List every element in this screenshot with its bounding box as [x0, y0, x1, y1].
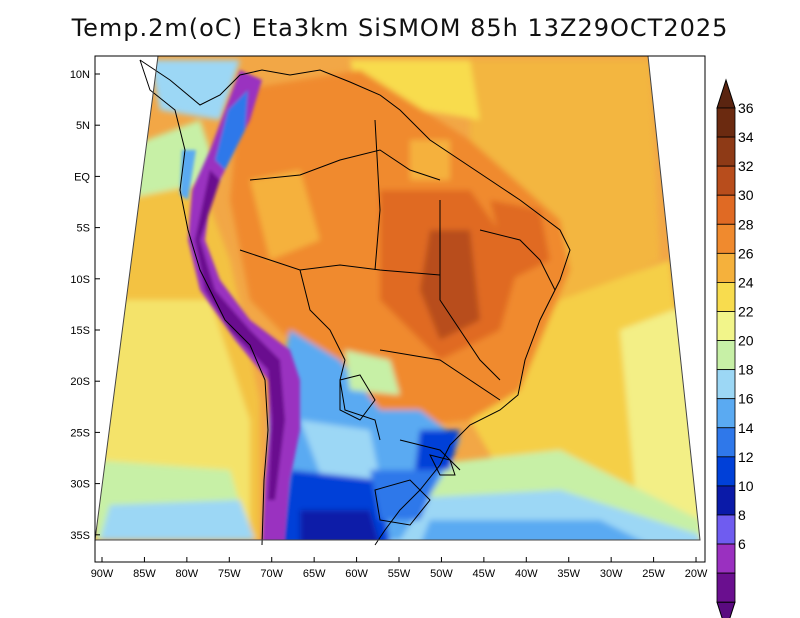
lon-tick-label: 55W — [388, 568, 411, 580]
colorbar-segment — [716, 136, 736, 167]
field-guiana — [410, 140, 450, 180]
lon-tick-label: 75W — [218, 568, 241, 580]
colorbar-segment — [716, 572, 736, 603]
colorbar-label: 16 — [738, 391, 754, 407]
colorbar-low-cap — [716, 601, 736, 618]
colorbar-label: 30 — [738, 187, 754, 203]
latitude-axis: 10N 5N EQ 5S 10S 15S 20S 25S 30S 35S — [70, 69, 100, 542]
border-state-northeast — [479, 229, 556, 291]
colorbar-segment — [716, 369, 736, 400]
colorbar-label: 8 — [738, 507, 746, 523]
border-paraguay-east — [339, 374, 376, 421]
lat-tick-label: 10S — [70, 274, 90, 286]
colorbar-segment — [716, 485, 736, 516]
colorbar-label: 6 — [738, 536, 746, 552]
coastlines-borders — [139, 59, 571, 546]
border-state-southeast — [379, 349, 501, 401]
colorbar-label: 28 — [738, 216, 754, 232]
colorbar-segment — [716, 252, 736, 283]
colorbar-segment — [716, 398, 736, 429]
lon-tick-label: 50W — [430, 568, 453, 580]
lon-tick-label: 40W — [515, 568, 538, 580]
colorbar-segment — [716, 311, 736, 341]
colorbar-segment — [716, 427, 736, 458]
lat-tick-label: 30S — [70, 479, 90, 491]
colorbar-label: 18 — [738, 362, 754, 378]
field-land-hottest — [420, 230, 480, 340]
field-atlantic-north — [470, 60, 660, 310]
colorbar-segment — [716, 194, 736, 225]
colorbar-segment — [716, 165, 736, 196]
lon-tick-label: 85W — [133, 568, 156, 580]
lat-tick-label: 5N — [76, 120, 90, 132]
border-bolivia — [299, 269, 346, 361]
lon-tick-label: 20W — [685, 568, 708, 580]
colorbar-segment — [716, 543, 736, 574]
field-pantanal — [345, 350, 400, 395]
colorbar: 6 8 10 12 14 16 18 20 22 24 26 28 30 32 34 36 — [716, 78, 754, 618]
lon-tick-label: 45W — [473, 568, 496, 580]
field-caribbean-warm — [350, 60, 480, 120]
lon-tick-label: 80W — [176, 568, 199, 580]
lat-tick-label: 25S — [70, 427, 90, 439]
colorbar-segment — [716, 107, 736, 138]
border-state-amazonas — [374, 119, 381, 271]
border-amazon-south — [239, 249, 441, 276]
border-amazon-north — [249, 149, 441, 181]
colorbar-segment — [716, 223, 736, 254]
map-title: Temp.2m(oC) Eta3km SiSMOM 85h 13Z29OCT20… — [71, 14, 729, 42]
colorbar-segment — [716, 282, 736, 312]
border-rs — [429, 454, 456, 476]
lon-tick-label: 25W — [642, 568, 665, 580]
colorbar-label: 14 — [738, 420, 754, 436]
lat-tick-label: 35S — [70, 530, 90, 542]
colorbar-segment — [716, 514, 736, 545]
temperature-field — [95, 56, 700, 540]
border-paraguay — [339, 359, 381, 441]
colorbar-high-cap — [716, 78, 736, 109]
lat-tick-label: EQ — [74, 171, 90, 183]
field-cool-band-3 — [420, 520, 650, 540]
colorbar-label: 26 — [738, 245, 754, 261]
lon-tick-label: 90W — [91, 568, 114, 580]
field-ecuador-coast — [180, 150, 196, 200]
colorbar-segment — [716, 340, 736, 371]
colorbar-label: 10 — [738, 478, 754, 494]
lon-tick-label: 30W — [600, 568, 623, 580]
colorbar-label: 36 — [738, 100, 754, 116]
colorbar-label: 34 — [738, 129, 754, 145]
border-state-central — [439, 200, 501, 381]
field-pampa-colder — [300, 510, 380, 540]
colorbar-label: 24 — [738, 274, 754, 290]
pacific-coastline — [139, 59, 269, 546]
lat-tick-label: 15S — [70, 325, 90, 337]
field-pacific-north-green — [120, 120, 220, 200]
border-uruguay — [374, 479, 431, 526]
field-uruguay — [370, 470, 440, 520]
lat-tick-label: 5S — [77, 223, 90, 235]
colorbar-label: 20 — [738, 333, 754, 349]
lat-tick-label: 20S — [70, 376, 90, 388]
field-amazon-west — [250, 170, 320, 260]
colorbar-label: 32 — [738, 158, 754, 174]
lat-tick-label: 10N — [70, 69, 90, 81]
colorbar-label: 12 — [738, 449, 754, 465]
map-frame — [94, 55, 706, 563]
field-caribbean-cool — [150, 60, 240, 120]
lon-tick-label: 35W — [557, 568, 580, 580]
field-andes-north — [215, 90, 248, 170]
colorbar-label: 22 — [738, 303, 754, 319]
border-state-south — [399, 439, 461, 471]
lon-tick-label: 70W — [260, 568, 283, 580]
lon-tick-label: 60W — [345, 568, 368, 580]
field-pacific-cold — [100, 500, 255, 540]
colorbar-segment — [716, 456, 736, 487]
atlantic-coastline — [139, 59, 571, 546]
longitude-axis: 90W 85W 80W 75W 70W 65W 60W 55W 50W 45W 40W 35W 30W 2… — [91, 557, 708, 580]
lon-tick-label: 65W — [303, 568, 326, 580]
